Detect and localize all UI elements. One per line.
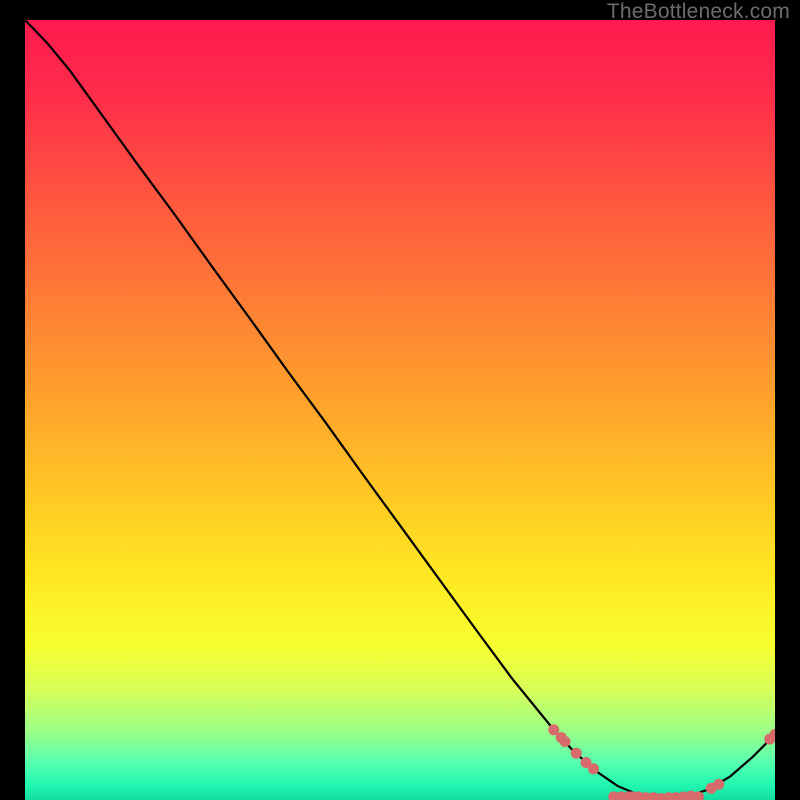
data-marker <box>713 779 724 790</box>
curve-line <box>25 20 775 798</box>
data-marker <box>571 748 582 759</box>
attribution-text: TheBottleneck.com <box>607 0 790 24</box>
data-marker <box>560 736 571 747</box>
data-markers <box>548 724 775 800</box>
data-marker <box>588 763 599 774</box>
bottleneck-curve <box>25 20 775 800</box>
plot-area <box>25 20 775 800</box>
chart-container: TheBottleneck.com <box>0 0 800 800</box>
